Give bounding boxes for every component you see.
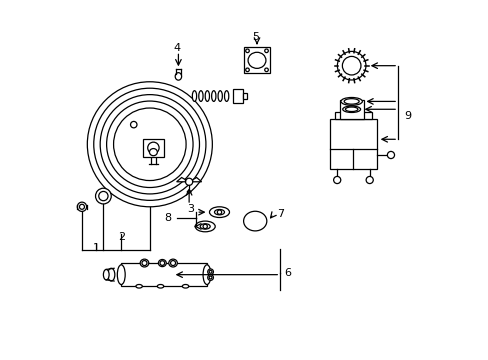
Ellipse shape — [147, 142, 159, 154]
Circle shape — [264, 68, 268, 72]
Ellipse shape — [168, 259, 177, 267]
Ellipse shape — [342, 106, 360, 112]
Ellipse shape — [182, 284, 188, 288]
Ellipse shape — [192, 91, 196, 102]
Text: 7: 7 — [276, 209, 283, 219]
Ellipse shape — [344, 99, 358, 104]
Ellipse shape — [149, 149, 157, 156]
Text: 1: 1 — [93, 243, 100, 253]
Bar — [233, 89, 243, 103]
Circle shape — [207, 269, 213, 275]
Circle shape — [245, 68, 249, 72]
Bar — [329, 119, 376, 169]
Circle shape — [94, 88, 205, 201]
Ellipse shape — [140, 259, 148, 267]
Circle shape — [80, 204, 84, 209]
Ellipse shape — [205, 91, 209, 102]
Ellipse shape — [345, 107, 357, 112]
Circle shape — [99, 192, 108, 201]
Polygon shape — [192, 177, 201, 182]
Ellipse shape — [170, 261, 175, 266]
Text: 9: 9 — [404, 111, 411, 121]
Ellipse shape — [107, 268, 115, 281]
Ellipse shape — [117, 265, 125, 284]
Polygon shape — [176, 177, 185, 182]
FancyBboxPatch shape — [143, 139, 163, 157]
Ellipse shape — [211, 91, 216, 102]
Ellipse shape — [340, 98, 362, 105]
Ellipse shape — [200, 224, 210, 229]
Ellipse shape — [209, 207, 229, 217]
Circle shape — [207, 275, 213, 280]
Circle shape — [337, 51, 365, 80]
Circle shape — [342, 57, 360, 75]
Ellipse shape — [203, 265, 210, 284]
Ellipse shape — [247, 52, 265, 68]
Circle shape — [95, 188, 111, 204]
Ellipse shape — [142, 261, 147, 266]
Circle shape — [366, 176, 372, 184]
Text: 8: 8 — [164, 212, 171, 222]
Circle shape — [185, 178, 192, 185]
Circle shape — [106, 101, 193, 188]
Ellipse shape — [195, 221, 215, 232]
Circle shape — [203, 224, 207, 229]
Circle shape — [87, 82, 212, 207]
Ellipse shape — [136, 284, 142, 288]
Bar — [334, 112, 371, 119]
Text: 4: 4 — [173, 43, 180, 53]
Circle shape — [245, 49, 249, 53]
Circle shape — [386, 152, 394, 158]
Circle shape — [209, 270, 212, 273]
Ellipse shape — [218, 91, 222, 102]
Ellipse shape — [224, 91, 228, 102]
Ellipse shape — [103, 269, 109, 280]
Text: 3: 3 — [186, 203, 193, 213]
Ellipse shape — [243, 211, 266, 231]
Circle shape — [264, 49, 268, 53]
Ellipse shape — [187, 191, 190, 193]
Bar — [339, 100, 363, 119]
Text: 6: 6 — [283, 268, 290, 278]
Circle shape — [209, 276, 212, 279]
Ellipse shape — [198, 91, 203, 102]
Text: 5: 5 — [251, 32, 258, 42]
Circle shape — [333, 176, 340, 184]
Bar — [243, 93, 247, 99]
Ellipse shape — [214, 210, 224, 215]
Circle shape — [217, 210, 221, 214]
Circle shape — [100, 95, 199, 194]
Ellipse shape — [160, 261, 164, 265]
Circle shape — [113, 108, 186, 180]
Text: 2: 2 — [118, 232, 124, 242]
Circle shape — [130, 121, 137, 128]
Ellipse shape — [175, 73, 181, 80]
Ellipse shape — [157, 284, 163, 288]
Circle shape — [77, 202, 86, 211]
Bar — [121, 263, 206, 286]
FancyBboxPatch shape — [244, 48, 269, 73]
Ellipse shape — [158, 260, 166, 267]
